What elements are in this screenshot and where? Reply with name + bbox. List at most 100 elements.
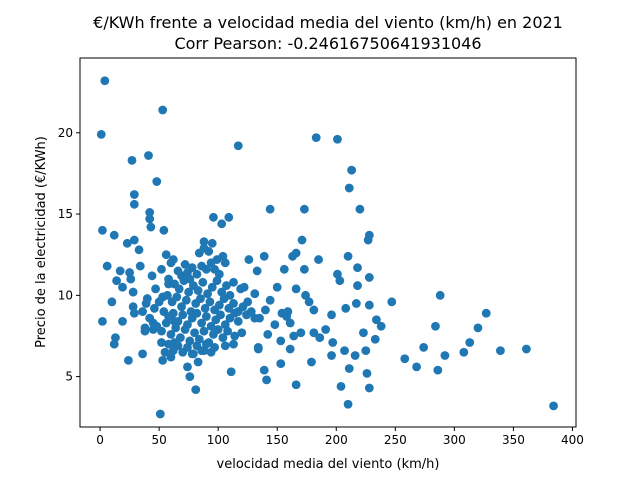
- data-point: [419, 342, 429, 352]
- data-point: [216, 310, 225, 320]
- data-point: [107, 297, 117, 307]
- data-point: [181, 295, 191, 305]
- data-point: [127, 156, 137, 165]
- data-point: [199, 326, 209, 336]
- data-point: [412, 362, 421, 372]
- data-point: [155, 409, 165, 419]
- data-point: [164, 339, 173, 349]
- data-point: [122, 238, 132, 248]
- data-point: [171, 323, 181, 333]
- data-point: [214, 300, 224, 310]
- data-point: [152, 177, 162, 186]
- data-point: [128, 302, 138, 312]
- data-point: [481, 308, 491, 318]
- data-point: [433, 365, 443, 375]
- data-point: [229, 339, 238, 349]
- data-point: [140, 326, 150, 336]
- data-point: [183, 362, 192, 372]
- data-point: [285, 318, 295, 328]
- data-point: [270, 320, 280, 329]
- data-point: [353, 263, 362, 273]
- data-point: [250, 289, 260, 299]
- data-point: [279, 264, 289, 274]
- data-point: [196, 294, 205, 303]
- data-point: [187, 349, 197, 359]
- data-point: [205, 297, 215, 307]
- data-point: [146, 222, 156, 232]
- data-point: [233, 141, 243, 151]
- data-point: [220, 341, 230, 351]
- data-point: [347, 165, 357, 175]
- data-point: [138, 307, 147, 316]
- data-point: [230, 331, 240, 341]
- data-point: [259, 251, 269, 261]
- data-point: [291, 284, 301, 294]
- data-point: [333, 134, 342, 144]
- data-point: [98, 225, 107, 235]
- data-point: [496, 346, 505, 355]
- data-point: [363, 235, 373, 245]
- data-point: [187, 263, 197, 273]
- data-point: [361, 346, 371, 355]
- data-point: [253, 342, 263, 352]
- data-point: [138, 349, 147, 359]
- chart-subtitle: Corr Pearson: -0.24616750641931046: [174, 34, 481, 53]
- data-point: [217, 219, 227, 229]
- data-point: [309, 305, 319, 315]
- data-point: [435, 290, 445, 300]
- data-point: [229, 299, 238, 308]
- data-point: [222, 281, 231, 290]
- data-point: [157, 326, 166, 336]
- data-point: [299, 204, 309, 214]
- data-point: [315, 333, 325, 342]
- data-point: [192, 308, 202, 318]
- data-point: [124, 355, 133, 365]
- data-point: [336, 381, 346, 391]
- data-point: [465, 338, 475, 347]
- data-point: [304, 297, 314, 307]
- y-tick-label: 15: [58, 207, 73, 221]
- data-point: [158, 105, 168, 115]
- data-point: [185, 372, 195, 382]
- data-point: [223, 326, 233, 336]
- data-point: [126, 274, 136, 284]
- data-point: [175, 333, 185, 342]
- data-point: [213, 325, 223, 334]
- data-point: [431, 321, 440, 331]
- data-point: [174, 284, 184, 294]
- data-point: [111, 333, 120, 342]
- x-tick-label: 0: [96, 433, 104, 447]
- data-point: [283, 307, 293, 316]
- data-point: [142, 294, 152, 303]
- data-point: [184, 287, 194, 297]
- data-point: [173, 341, 183, 351]
- data-point: [244, 255, 254, 264]
- data-point: [100, 76, 110, 86]
- plot-area-frame: [79, 57, 577, 428]
- data-point: [473, 323, 483, 333]
- data-point: [259, 365, 269, 375]
- x-tick-label: 100: [207, 433, 230, 447]
- data-point: [285, 344, 295, 354]
- y-axis-label: Precio de la electricidad (€/KWh): [34, 136, 49, 348]
- data-point: [168, 308, 178, 318]
- x-tick-label: 200: [325, 433, 348, 447]
- data-point: [265, 204, 275, 214]
- data-point: [207, 282, 217, 292]
- data-point: [201, 339, 211, 349]
- data-point: [364, 383, 374, 393]
- data-point: [226, 367, 236, 377]
- data-point: [299, 264, 309, 274]
- data-point: [440, 351, 450, 360]
- data-point: [341, 303, 351, 313]
- data-point: [218, 333, 228, 342]
- data-point: [118, 316, 127, 326]
- data-point: [180, 325, 190, 334]
- data-point: [109, 230, 119, 240]
- data-point: [328, 338, 338, 347]
- data-point: [172, 292, 182, 302]
- y-tick-label: 5: [65, 370, 73, 384]
- data-point: [203, 289, 212, 299]
- data-point: [364, 300, 374, 310]
- data-point: [309, 328, 319, 338]
